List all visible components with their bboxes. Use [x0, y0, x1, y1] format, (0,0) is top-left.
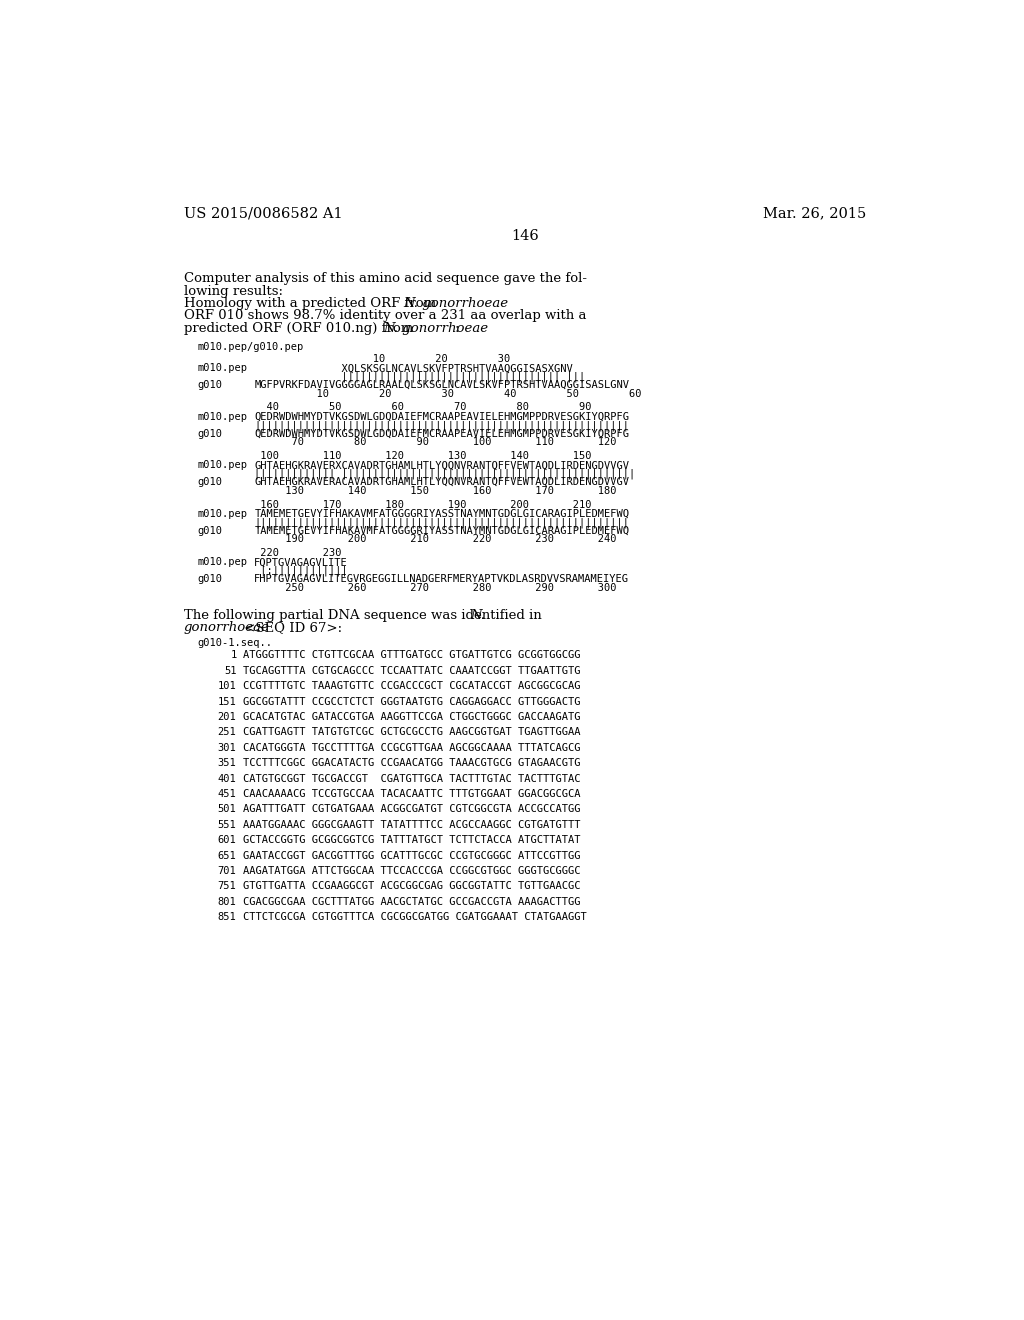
Text: AAATGGAAAC GGGCGAAGTT TATATTTTCC ACGCCAAGGC CGTGATGTTT: AAATGGAAAC GGGCGAAGTT TATATTTTCC ACGCCAA…: [243, 820, 581, 830]
Text: m010.pep: m010.pep: [198, 412, 248, 421]
Text: 160       170       180       190       200       210: 160 170 180 190 200 210: [254, 499, 592, 510]
Text: Mar. 26, 2015: Mar. 26, 2015: [763, 206, 866, 220]
Text: CGACGGCGAA CGCTTTATGG AACGCTATGC GCCGACCGTA AAAGACTTGG: CGACGGCGAA CGCTTTATGG AACGCTATGC GCCGACC…: [243, 896, 581, 907]
Text: 851: 851: [218, 912, 237, 923]
Text: :: :: [455, 322, 459, 335]
Text: XQLSKSGLNCAVLSKVFPTRSHTVAAQGGISASXGNV: XQLSKSGLNCAVLSKVFPTRSHTVAAQGGISASXGNV: [254, 363, 573, 374]
Text: m010.pep/g010.pep: m010.pep/g010.pep: [198, 342, 304, 351]
Text: <SEQ ID 67>:: <SEQ ID 67>:: [240, 622, 342, 634]
Text: predicted ORF (ORF 010.ng) from: predicted ORF (ORF 010.ng) from: [183, 322, 418, 335]
Text: GCACATGTAC GATACCGTGA AAGGTTCCGA CTGGCTGGGC GACCAAGATG: GCACATGTAC GATACCGTGA AAGGTTCCGA CTGGCTG…: [243, 711, 581, 722]
Text: lowing results:: lowing results:: [183, 285, 283, 298]
Text: 1: 1: [230, 651, 237, 660]
Text: N. gonorrhoeae: N. gonorrhoeae: [384, 322, 488, 335]
Text: 201: 201: [218, 711, 237, 722]
Text: Computer analysis of this amino acid sequence gave the fol-: Computer analysis of this amino acid seq…: [183, 272, 587, 285]
Text: 190       200       210       220       230       240: 190 200 210 220 230 240: [254, 535, 616, 544]
Text: 451: 451: [218, 789, 237, 799]
Text: ||||||||||||||||||||||||||||||||||||||||||||||||||||||||||||: ||||||||||||||||||||||||||||||||||||||||…: [254, 517, 630, 528]
Text: 40        50        60        70        80        90: 40 50 60 70 80 90: [254, 403, 592, 412]
Text: |:||||||||||||: |:||||||||||||: [254, 566, 348, 577]
Text: 601: 601: [218, 836, 237, 845]
Text: 651: 651: [218, 850, 237, 861]
Text: GAATACCGGT GACGGTTTGG GCATTTGCGC CCGTGCGGGC ATTCCGTTGG: GAATACCGGT GACGGTTTGG GCATTTGCGC CCGTGCG…: [243, 850, 581, 861]
Text: GTGTTGATTA CCGAAGGCGT ACGCGGCGAG GGCGGTATTC TGTTGAACGC: GTGTTGATTA CCGAAGGCGT ACGCGGCGAG GGCGGTA…: [243, 882, 581, 891]
Text: 301: 301: [218, 743, 237, 752]
Text: CATGTGCGGT TGCGACCGT  CGATGTTGCA TACTTTGTAC TACTTTGTAC: CATGTGCGGT TGCGACCGT CGATGTTGCA TACTTTGT…: [243, 774, 581, 784]
Text: g010: g010: [198, 429, 223, 438]
Text: m010.pep: m010.pep: [198, 363, 248, 374]
Text: 801: 801: [218, 896, 237, 907]
Text: ||||||||||||||||||||||||||||||||||| |||: ||||||||||||||||||||||||||||||||||| |||: [254, 372, 586, 383]
Text: 10        20        30        40        50        60: 10 20 30 40 50 60: [254, 388, 642, 399]
Text: 551: 551: [218, 820, 237, 830]
Text: US 2015/0086582 A1: US 2015/0086582 A1: [183, 206, 342, 220]
Text: TCCTTTCGGC GGACATACTG CCGAACATGG TAAACGTGCG GTAGAACGTG: TCCTTTCGGC GGACATACTG CCGAACATGG TAAACGT…: [243, 758, 581, 768]
Text: gonorrhoeae: gonorrhoeae: [183, 622, 269, 634]
Text: 146: 146: [511, 230, 539, 243]
Text: 501: 501: [218, 804, 237, 814]
Text: GHTAEHGKRAVERACAVADRTGHAMLHTLYQQNVRANTQFFVEWTAQDLIRDENGDVVGV: GHTAEHGKRAVERACAVADRTGHAMLHTLYQQNVRANTQF…: [254, 478, 630, 487]
Text: ORF 010 shows 98.7% identity over a 231 aa overlap with a: ORF 010 shows 98.7% identity over a 231 …: [183, 309, 587, 322]
Text: ATGGGTTTTC CTGTTCGCAA GTTTGATGCC GTGATTGTCG GCGGTGGCGG: ATGGGTTTTC CTGTTCGCAA GTTTGATGCC GTGATTG…: [243, 651, 581, 660]
Text: 751: 751: [218, 882, 237, 891]
Text: 10        20        30: 10 20 30: [254, 354, 511, 364]
Text: AAGATATGGA ATTCTGGCAA TTCCACCCGA CCGGCGTGGC GGGTGCGGGC: AAGATATGGA ATTCTGGCAA TTCCACCCGA CCGGCGT…: [243, 866, 581, 876]
Text: The following partial DNA sequence was identified in: The following partial DNA sequence was i…: [183, 609, 546, 622]
Text: m010.pep: m010.pep: [198, 508, 248, 519]
Text: 51: 51: [224, 665, 237, 676]
Text: 251: 251: [218, 727, 237, 738]
Text: 701: 701: [218, 866, 237, 876]
Text: FQPTGVAGAGVLITE: FQPTGVAGAGVLITE: [254, 557, 348, 568]
Text: g010: g010: [198, 478, 223, 487]
Text: 100       110       120       130       140       150: 100 110 120 130 140 150: [254, 451, 592, 461]
Text: ||||||||||||| |||||||||||||||||||||||||||||||||||||||||||||||: ||||||||||||| ||||||||||||||||||||||||||…: [254, 469, 636, 479]
Text: QEDRWDWHMYDTVKGSDWLGDQDAIEFMCRAAPEAVIELEHMGMPPDRVESGKIYQRPFG: QEDRWDWHMYDTVKGSDWLGDQDAIEFMCRAAPEAVIELE…: [254, 429, 630, 438]
Text: TAMEMETGEVYIFHAKAVMFATGGGGRIYASSTNAYMNTGDGLGICARAGIPLEDMEFWQ: TAMEMETGEVYIFHAKAVMFATGGGGRIYASSTNAYMNTG…: [254, 525, 630, 536]
Text: 351: 351: [218, 758, 237, 768]
Text: GGCGGTATTT CCGCCTCTCT GGGTAATGTG CAGGAGGACC GTTGGGACTG: GGCGGTATTT CCGCCTCTCT GGGTAATGTG CAGGAGG…: [243, 697, 581, 706]
Text: CCGTTTTGTC TAAAGTGTTC CCGACCCGCT CGCATACCGT AGCGGCGCAG: CCGTTTTGTC TAAAGTGTTC CCGACCCGCT CGCATAC…: [243, 681, 581, 692]
Text: g010-1.seq..: g010-1.seq..: [198, 638, 272, 648]
Text: GCTACCGGTG GCGGCGGTCG TATTTATGCT TCTTCTACCA ATGCTTATAT: GCTACCGGTG GCGGCGGTCG TATTTATGCT TCTTCTA…: [243, 836, 581, 845]
Text: GHTAEHGKRAVERXCAVADRTGHAMLHTLYQQNVRANTQFFVEWTAQDLIRDENGDVVGV: GHTAEHGKRAVERXCAVADRTGHAMLHTLYQQNVRANTQF…: [254, 461, 630, 470]
Text: CGATTGAGTT TATGTGTCGC GCTGCGCCTG AAGCGGTGAT TGAGTTGGAA: CGATTGAGTT TATGTGTCGC GCTGCGCCTG AAGCGGT…: [243, 727, 581, 738]
Text: N.: N.: [471, 609, 485, 622]
Text: QEDRWDWHMYDTVKGSDWLGDQDAIEFMCRAAPEAVIELEHMGMPPDRVESGKIYQRPFG: QEDRWDWHMYDTVKGSDWLGDQDAIEFMCRAAPEAVIELE…: [254, 412, 630, 421]
Text: g010: g010: [198, 574, 223, 585]
Text: MGFPVRKFDAVIVGGGGAGLRAALQLSKSGLNCAVLSKVFPTRSHTVAAQGGISASLGNV: MGFPVRKFDAVIVGGGGAGLRAALQLSKSGLNCAVLSKVF…: [254, 380, 630, 391]
Text: ||||||||||||||||||||||||||||||||||||||||||||||||||||||||||||: ||||||||||||||||||||||||||||||||||||||||…: [254, 420, 630, 430]
Text: Homology with a predicted ORF from: Homology with a predicted ORF from: [183, 297, 440, 310]
Text: AGATTTGATT CGTGATGAAA ACGGCGATGT CGTCGGCGTA ACCGCCATGG: AGATTTGATT CGTGATGAAA ACGGCGATGT CGTCGGC…: [243, 804, 581, 814]
Text: TAMEMETGEVYIFHAKAVMFATGGGGRIYASSTNAYMNTGDGLGICARAGIPLEDMEFWQ: TAMEMETGEVYIFHAKAVMFATGGGGRIYASSTNAYMNTG…: [254, 508, 630, 519]
Text: 101: 101: [218, 681, 237, 692]
Text: 401: 401: [218, 774, 237, 784]
Text: CAACAAAACG TCCGTGCCAA TACACAATTC TTTGTGGAAT GGACGGCGCA: CAACAAAACG TCCGTGCCAA TACACAATTC TTTGTGG…: [243, 789, 581, 799]
Text: g010: g010: [198, 380, 223, 391]
Text: N. gonorrhoeae: N. gonorrhoeae: [403, 297, 508, 310]
Text: TGCAGGTTTA CGTGCAGCCC TCCAATTATC CAAATCCGGT TTGAATTGTG: TGCAGGTTTA CGTGCAGCCC TCCAATTATC CAAATCC…: [243, 665, 581, 676]
Text: 151: 151: [218, 697, 237, 706]
Text: m010.pep: m010.pep: [198, 557, 248, 568]
Text: g010: g010: [198, 525, 223, 536]
Text: 250       260       270       280       290       300: 250 260 270 280 290 300: [254, 582, 616, 593]
Text: FHPTGVAGAGVLITEGVRGEGGILLNADGERFMERYAPTVKDLASRDVVSRAMAMEIYEG: FHPTGVAGAGVLITEGVRGEGGILLNADGERFMERYAPTV…: [254, 574, 630, 585]
Text: 220       230: 220 230: [254, 548, 342, 558]
Text: 130       140       150       160       170       180: 130 140 150 160 170 180: [254, 486, 616, 495]
Text: 70        80        90       100       110       120: 70 80 90 100 110 120: [254, 437, 616, 447]
Text: m010.pep: m010.pep: [198, 461, 248, 470]
Text: CTTCTCGCGA CGTGGTTTCA CGCGGCGATGG CGATGGAAAT CTATGAAGGT: CTTCTCGCGA CGTGGTTTCA CGCGGCGATGG CGATGG…: [243, 912, 587, 923]
Text: CACATGGGTA TGCCTTTTGA CCGCGTTGAA AGCGGCAAAA TTTATCAGCG: CACATGGGTA TGCCTTTTGA CCGCGTTGAA AGCGGCA…: [243, 743, 581, 752]
